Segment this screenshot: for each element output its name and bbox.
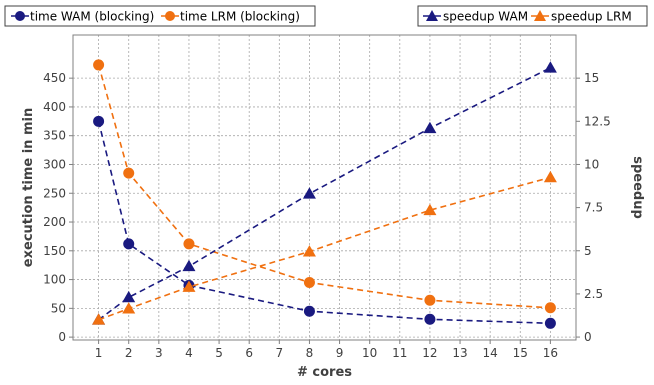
data-point-time-lrm-blocking bbox=[123, 167, 135, 179]
legend-right: speedup WAM speedup LRM bbox=[417, 5, 648, 27]
data-point-time-wam-blocking bbox=[544, 317, 556, 329]
x-axis-label: # cores bbox=[297, 365, 352, 380]
legend-time-lrm-label: time LRM (blocking) bbox=[180, 10, 300, 24]
data-point-time-wam-blocking bbox=[93, 115, 105, 127]
x-tick-label: 6 bbox=[245, 346, 253, 360]
y-tick-label-right: 0 bbox=[584, 330, 592, 344]
data-point-time-lrm-blocking bbox=[544, 302, 556, 314]
series-line-time-wam-blocking bbox=[97, 121, 551, 325]
legend-time-wam-label: time WAM (blocking) bbox=[30, 10, 154, 24]
data-point-speedup-lrm bbox=[543, 170, 557, 183]
x-tick-label: 3 bbox=[155, 346, 163, 360]
y-tick-label-left: 300 bbox=[43, 157, 66, 171]
legend-speedup-wam-label: speedup WAM bbox=[443, 10, 528, 24]
y-tick-label-right: 12.5 bbox=[584, 114, 611, 128]
data-point-time-wam-blocking bbox=[123, 238, 135, 250]
x-tick-label: 10 bbox=[362, 346, 377, 360]
legend-left-box bbox=[4, 5, 316, 27]
data-point-speedup-wam bbox=[122, 290, 136, 303]
series-line-speedup-lrm bbox=[98, 176, 551, 321]
legend-speedup-wam-marker bbox=[426, 10, 438, 21]
y-tick-label-right: 15 bbox=[584, 71, 599, 85]
y-tick-label-left: 150 bbox=[43, 244, 66, 258]
y-tick-label-right: 7.5 bbox=[584, 201, 603, 215]
x-tick-label: 2 bbox=[125, 346, 133, 360]
x-tick-label: 16 bbox=[543, 346, 558, 360]
data-point-speedup-wam bbox=[543, 61, 557, 73]
series-line-speedup-wam bbox=[98, 67, 551, 321]
x-tick-label: 5 bbox=[215, 346, 223, 360]
grid-layer bbox=[73, 35, 576, 340]
y-tick-label-right: 2.5 bbox=[584, 287, 603, 301]
y-axis-label-right: speedup bbox=[630, 156, 645, 219]
data-point-speedup-wam bbox=[302, 187, 316, 199]
legend-left: time WAM (blocking) time LRM (blocking) bbox=[4, 5, 316, 27]
y-tick-label-left: 350 bbox=[43, 129, 66, 143]
data-point-speedup-wam bbox=[182, 259, 196, 272]
data-point-time-wam-blocking bbox=[303, 305, 315, 317]
y-tick-label-left: 100 bbox=[43, 273, 66, 287]
data-point-time-lrm-blocking bbox=[424, 294, 436, 306]
tick-layer: 1 2 3 4 5 6 7 8 9 10 11 12 13 14 15 1605010015020025030… bbox=[43, 71, 611, 360]
y-axis-label-left: execution time in min bbox=[21, 108, 36, 267]
x-tick-label: 7 bbox=[276, 346, 284, 360]
plot-frame bbox=[72, 34, 577, 341]
x-tick-label: 4 bbox=[185, 346, 193, 360]
data-point-speedup-lrm bbox=[423, 203, 437, 216]
data-point-speedup-lrm bbox=[122, 302, 136, 314]
x-tick-label: 1 bbox=[95, 346, 103, 360]
series-line-time-lrm-blocking bbox=[97, 64, 551, 309]
legend-speedup-lrm-marker bbox=[534, 10, 546, 21]
data-point-time-lrm-blocking bbox=[303, 276, 315, 288]
y-tick-label-left: 250 bbox=[43, 186, 66, 200]
x-tick-label: 12 bbox=[422, 346, 437, 360]
data-point-speedup-lrm bbox=[182, 280, 196, 292]
x-tick-label: 9 bbox=[336, 346, 344, 360]
y-tick-label-right: 5 bbox=[584, 244, 592, 258]
axis-layer bbox=[72, 34, 577, 341]
y-tick-label-left: 450 bbox=[43, 71, 66, 85]
y-tick-label-right: 10 bbox=[584, 157, 599, 171]
x-tick-label: 13 bbox=[452, 346, 467, 360]
x-tick-label: 11 bbox=[392, 346, 407, 360]
data-point-speedup-lrm bbox=[92, 313, 106, 325]
x-tick-label: 8 bbox=[306, 346, 314, 360]
data-point-time-lrm-blocking bbox=[183, 238, 195, 250]
x-tick-label: 15 bbox=[513, 346, 528, 360]
data-point-time-wam-blocking bbox=[424, 313, 436, 325]
y-tick-label-left: 50 bbox=[51, 301, 66, 315]
series-layer bbox=[92, 59, 557, 329]
y-tick-label-left: 0 bbox=[58, 330, 66, 344]
data-point-speedup-wam bbox=[423, 121, 437, 134]
y-tick-label-left: 200 bbox=[43, 215, 66, 229]
y-tick-label-left: 400 bbox=[43, 100, 66, 114]
data-point-speedup-lrm bbox=[302, 245, 316, 257]
x-tick-label: 14 bbox=[483, 346, 498, 360]
legend-speedup-lrm-label: speedup LRM bbox=[551, 10, 632, 24]
data-point-time-lrm-blocking bbox=[93, 59, 105, 71]
